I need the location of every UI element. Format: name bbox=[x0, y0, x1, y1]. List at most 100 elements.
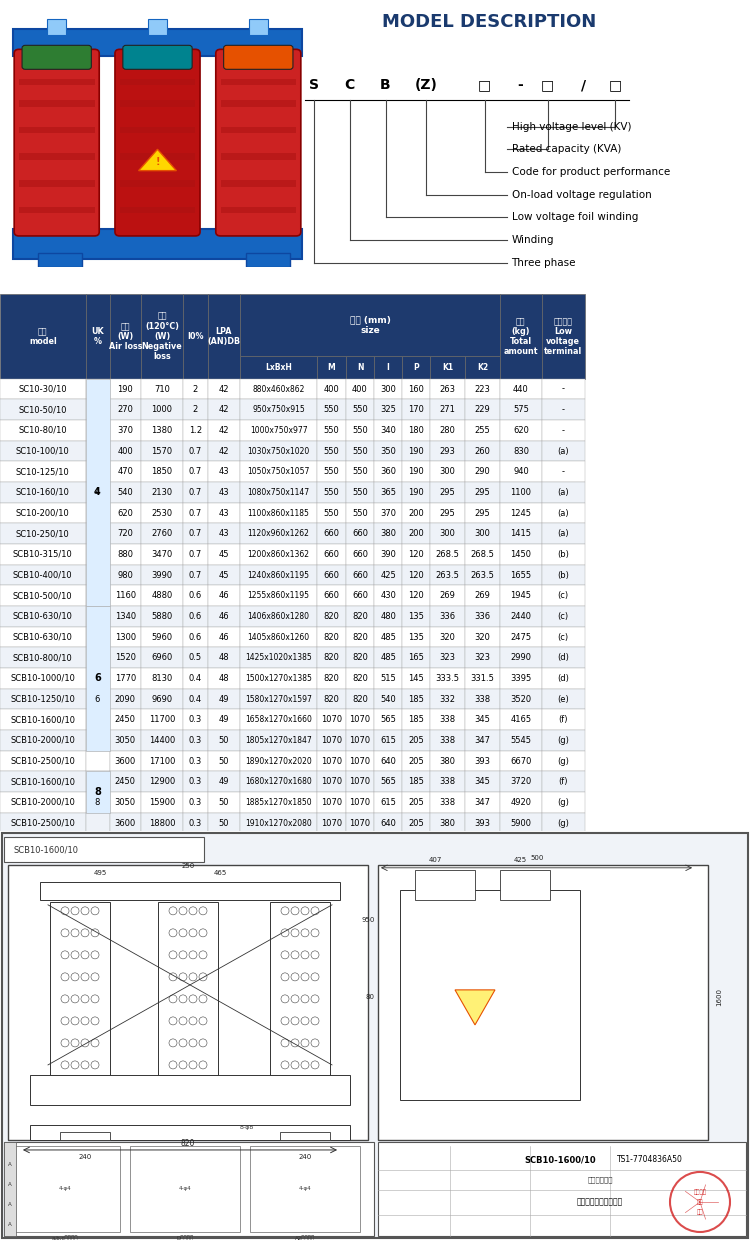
Text: 295: 295 bbox=[440, 489, 455, 497]
Text: 1050x750x1057: 1050x750x1057 bbox=[248, 467, 310, 476]
Text: 1255x860x1195: 1255x860x1195 bbox=[248, 591, 310, 600]
Bar bbox=[110, 606, 141, 626]
Bar bbox=[402, 461, 430, 482]
Text: 565: 565 bbox=[380, 777, 396, 786]
Bar bbox=[110, 378, 141, 399]
Bar bbox=[240, 771, 317, 792]
Bar bbox=[402, 356, 430, 378]
Bar bbox=[240, 813, 317, 833]
Text: 180: 180 bbox=[408, 427, 424, 435]
Text: 320: 320 bbox=[440, 632, 455, 641]
Bar bbox=[500, 668, 542, 688]
Bar bbox=[86, 523, 109, 544]
Bar bbox=[346, 709, 374, 730]
Text: 185: 185 bbox=[408, 777, 424, 786]
FancyBboxPatch shape bbox=[22, 46, 92, 69]
Text: 333.5: 333.5 bbox=[435, 675, 459, 683]
Bar bbox=[542, 771, 585, 792]
Bar bbox=[148, 19, 167, 35]
Text: 300: 300 bbox=[475, 529, 490, 538]
Text: A: A bbox=[8, 1203, 12, 1208]
Bar bbox=[317, 626, 346, 647]
Bar bbox=[208, 771, 240, 792]
Text: 190: 190 bbox=[408, 489, 424, 497]
Text: 338: 338 bbox=[440, 777, 455, 786]
Text: (c): (c) bbox=[558, 632, 568, 641]
Text: (a): (a) bbox=[557, 446, 569, 455]
Text: 1890x1270x2020: 1890x1270x2020 bbox=[245, 756, 312, 765]
Bar bbox=[400, 890, 580, 1100]
Text: □: □ bbox=[541, 78, 554, 92]
Text: 263: 263 bbox=[440, 384, 455, 393]
Bar bbox=[430, 730, 465, 751]
Bar bbox=[110, 482, 141, 502]
Bar bbox=[317, 606, 346, 626]
Text: 17100: 17100 bbox=[148, 756, 176, 765]
Bar bbox=[542, 668, 585, 688]
Bar bbox=[30, 1075, 350, 1105]
Bar bbox=[378, 1142, 746, 1236]
Text: 0.7: 0.7 bbox=[189, 570, 202, 579]
Bar bbox=[183, 420, 208, 440]
Text: 2130: 2130 bbox=[152, 489, 172, 497]
Text: 820: 820 bbox=[323, 653, 340, 662]
Bar bbox=[208, 502, 240, 523]
Text: 1000x750x977: 1000x750x977 bbox=[250, 427, 308, 435]
Text: 345: 345 bbox=[475, 777, 490, 786]
Text: Code for product performance: Code for product performance bbox=[512, 167, 670, 177]
Bar bbox=[110, 813, 141, 833]
Bar bbox=[86, 294, 109, 378]
Bar bbox=[542, 751, 585, 771]
Bar bbox=[141, 626, 183, 647]
Text: 240: 240 bbox=[78, 1154, 92, 1159]
Bar bbox=[110, 523, 141, 544]
Text: 425: 425 bbox=[514, 857, 526, 863]
Text: 2440: 2440 bbox=[510, 613, 531, 621]
Text: 380: 380 bbox=[440, 756, 455, 765]
Text: (f): (f) bbox=[559, 777, 568, 786]
Text: 2760: 2760 bbox=[152, 529, 172, 538]
Bar bbox=[0, 461, 86, 482]
Bar bbox=[542, 482, 585, 502]
Text: 1070: 1070 bbox=[350, 777, 370, 786]
Text: (b): (b) bbox=[557, 570, 569, 579]
FancyBboxPatch shape bbox=[14, 50, 99, 236]
Text: 43: 43 bbox=[218, 489, 229, 497]
Bar bbox=[86, 792, 109, 813]
Text: 3600: 3600 bbox=[115, 818, 136, 827]
Bar bbox=[120, 100, 195, 107]
Bar bbox=[4, 1142, 16, 1236]
Text: 东胜特加: 东胜特加 bbox=[694, 1189, 706, 1195]
Text: 1680x1270x1680: 1680x1270x1680 bbox=[245, 777, 312, 786]
Text: 1240x860x1195: 1240x860x1195 bbox=[248, 570, 310, 579]
Bar bbox=[110, 709, 141, 730]
Bar bbox=[141, 585, 183, 606]
Text: 290: 290 bbox=[475, 467, 490, 476]
Text: 0.3: 0.3 bbox=[189, 777, 202, 786]
Bar bbox=[402, 585, 430, 606]
FancyBboxPatch shape bbox=[115, 50, 200, 236]
Text: 0.7: 0.7 bbox=[189, 551, 202, 559]
Text: (c): (c) bbox=[558, 591, 568, 600]
Text: 380: 380 bbox=[380, 529, 396, 538]
Bar bbox=[86, 626, 109, 647]
Bar bbox=[542, 399, 585, 420]
Bar bbox=[542, 378, 585, 399]
Bar bbox=[346, 420, 374, 440]
Bar bbox=[317, 399, 346, 420]
Text: 1770: 1770 bbox=[115, 675, 136, 683]
Text: 0.3: 0.3 bbox=[189, 737, 202, 745]
Text: B: B bbox=[380, 78, 391, 92]
Text: 1406x860x1280: 1406x860x1280 bbox=[248, 613, 310, 621]
Bar bbox=[208, 792, 240, 813]
Bar bbox=[240, 668, 317, 688]
Bar bbox=[208, 544, 240, 564]
Bar bbox=[317, 792, 346, 813]
Bar bbox=[317, 771, 346, 792]
Text: 550: 550 bbox=[324, 467, 339, 476]
Bar bbox=[0, 771, 86, 792]
Text: A: A bbox=[8, 1183, 12, 1188]
Text: SCB10-630/10: SCB10-630/10 bbox=[13, 613, 73, 621]
Bar bbox=[430, 544, 465, 564]
Bar bbox=[542, 294, 585, 378]
